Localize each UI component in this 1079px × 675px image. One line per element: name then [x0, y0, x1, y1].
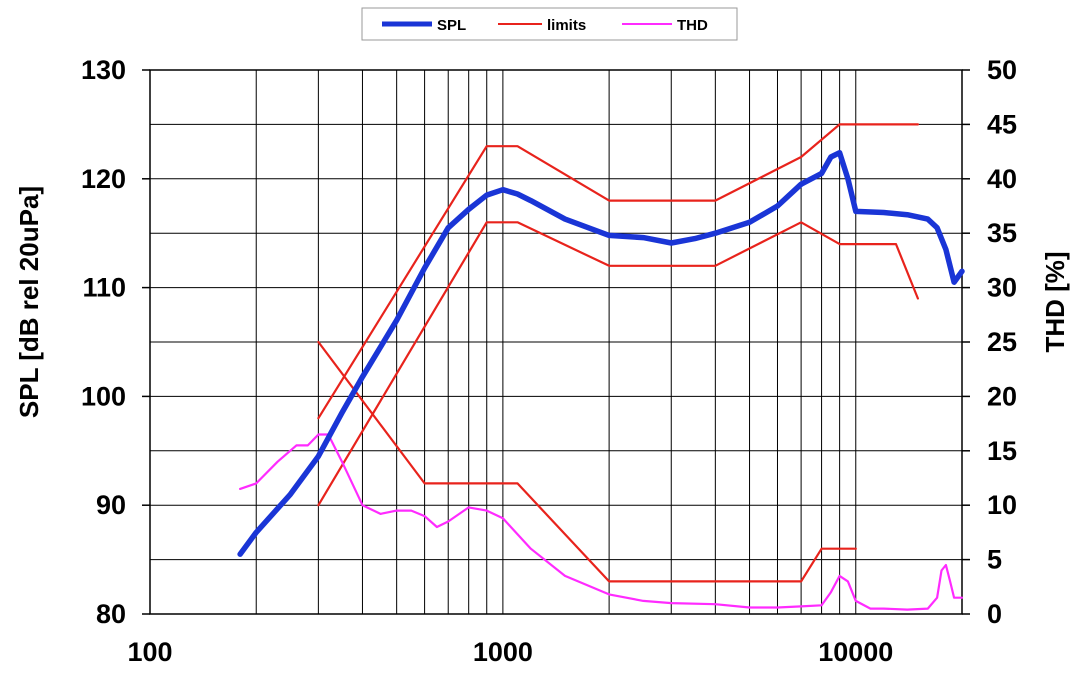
legend-label-limits: limits — [547, 17, 586, 34]
y-right-tick-label: 35 — [987, 218, 1017, 248]
y-right-tick-label: 0 — [987, 599, 1002, 629]
series-spl-line — [237, 149, 965, 557]
y-left-tick-label: 130 — [81, 55, 126, 85]
y-left-tick-label: 100 — [81, 381, 126, 411]
y-right-tick-label: 15 — [987, 436, 1017, 466]
legend: SPL limits THD — [361, 7, 738, 41]
legend-label-spl: SPL — [437, 17, 466, 34]
x-tick-label: 10000 — [818, 637, 893, 667]
y-right-tick-label: 45 — [987, 109, 1017, 139]
tick-labels: 80 90 100 110 120 130 0 5 10 15 20 25 30 35 40 45 50 100 1… — [81, 55, 1017, 667]
y-right-tick-label: 30 — [987, 273, 1017, 303]
y-right-tick-label: 40 — [987, 164, 1017, 194]
y-right-tick-label: 10 — [987, 490, 1017, 520]
series-limits-lower-line — [317, 221, 920, 507]
y-left-tick-label: 90 — [96, 490, 126, 520]
legend-label-thd: THD — [677, 17, 708, 34]
x-tick-label: 1000 — [473, 637, 533, 667]
y-axis-left-title: SPL [dB rel 20uPa] — [14, 186, 44, 418]
y-right-tick-label: 50 — [987, 55, 1017, 85]
y-right-tick-label: 25 — [987, 327, 1017, 357]
y-left-tick-label: 80 — [96, 599, 126, 629]
x-tick-label: 100 — [127, 637, 172, 667]
y-left-tick-label: 110 — [82, 273, 126, 303]
y-left-tick-label: 120 — [81, 164, 126, 194]
series-thd-line — [239, 433, 964, 611]
series-layer — [237, 123, 965, 611]
series-thd-limit-line — [317, 340, 857, 583]
series-limits-upper-line — [317, 123, 920, 420]
y-axis-right-title: THD [%] — [1040, 251, 1070, 352]
y-right-tick-label: 5 — [987, 545, 1002, 575]
y-right-tick-label: 20 — [987, 381, 1017, 411]
